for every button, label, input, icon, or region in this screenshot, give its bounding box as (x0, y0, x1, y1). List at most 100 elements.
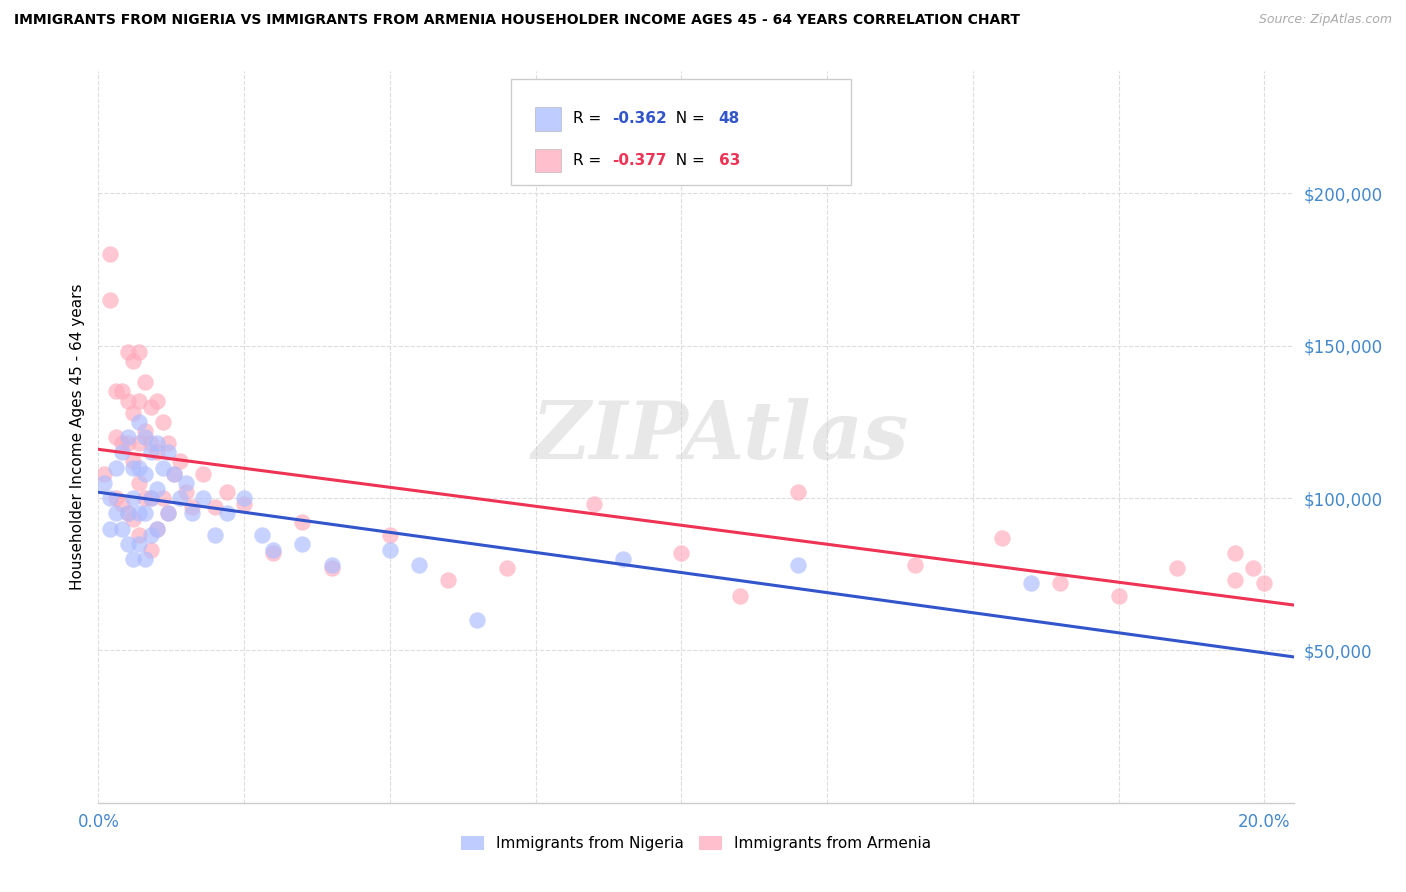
Point (204, 500, 226, 515)
Point (122, 460, 145, 475)
Point (169, 454, 191, 468)
Point (180, 500, 202, 515)
Point (321, 558, 343, 573)
Point (1019, 576, 1042, 591)
Point (104, 460, 127, 475)
Point (122, 406, 145, 420)
Point (98, 293, 121, 307)
Point (787, 485, 810, 500)
Point (582, 497, 605, 511)
Point (128, 460, 150, 475)
Point (122, 512, 145, 526)
Point (1225, 574, 1247, 588)
Point (215, 485, 238, 500)
Point (378, 542, 401, 557)
Point (204, 527, 226, 541)
Point (233, 491, 256, 505)
Point (1241, 561, 1264, 575)
Point (139, 445, 162, 459)
Text: IMMIGRANTS FROM NIGERIA VS IMMIGRANTS FROM ARMENIA HOUSEHOLDER INCOME AGES 45 - : IMMIGRANTS FROM NIGERIA VS IMMIGRANTS FR… (14, 13, 1021, 28)
Point (111, 445, 134, 459)
Point (117, 537, 139, 551)
Point (134, 375, 156, 389)
Point (671, 546, 693, 560)
Y-axis label: Householder Income Ages 45 - 64 years: Householder Income Ages 45 - 64 years (69, 284, 84, 591)
Point (117, 344, 139, 359)
Point (163, 467, 186, 481)
FancyBboxPatch shape (510, 78, 852, 185)
Point (117, 430, 139, 444)
Point (111, 497, 134, 511)
Text: Source: ZipAtlas.com: Source: ZipAtlas.com (1258, 13, 1392, 27)
Point (321, 561, 343, 575)
Point (122, 552, 145, 566)
Point (1049, 576, 1071, 591)
Point (903, 558, 925, 573)
Point (122, 354, 145, 368)
Text: -0.377: -0.377 (613, 153, 666, 168)
Point (157, 506, 180, 520)
Point (262, 542, 284, 557)
Point (128, 506, 150, 520)
Point (134, 491, 156, 505)
Point (467, 613, 489, 627)
Point (145, 393, 167, 408)
Point (145, 521, 167, 535)
Point (174, 485, 197, 500)
Point (193, 467, 215, 481)
Point (98, 247, 121, 261)
Text: N =: N = (666, 112, 710, 127)
Point (128, 527, 150, 541)
FancyBboxPatch shape (534, 149, 561, 172)
Text: N =: N = (666, 153, 710, 168)
Text: 48: 48 (718, 112, 740, 127)
Point (139, 491, 162, 505)
Point (378, 527, 401, 541)
Point (139, 542, 162, 557)
Point (157, 506, 180, 520)
Point (157, 445, 180, 459)
Point (104, 506, 127, 520)
Point (134, 424, 156, 438)
Point (139, 400, 162, 414)
FancyBboxPatch shape (534, 107, 561, 130)
Point (152, 491, 174, 505)
Point (134, 552, 156, 566)
Point (117, 436, 139, 450)
Point (1166, 561, 1188, 575)
Point (145, 482, 167, 496)
Point (98, 491, 121, 505)
Point (111, 436, 134, 450)
Point (122, 454, 145, 468)
Point (157, 436, 180, 450)
Point (122, 491, 145, 505)
Point (728, 589, 751, 603)
Point (233, 497, 256, 511)
Point (93, 467, 115, 481)
Point (1108, 589, 1130, 603)
Point (262, 546, 284, 560)
Point (128, 344, 150, 359)
Point (1225, 546, 1247, 560)
Point (408, 558, 430, 573)
Point (437, 574, 460, 588)
Point (163, 467, 186, 481)
Point (174, 475, 197, 490)
Point (991, 531, 1014, 545)
Point (104, 430, 127, 444)
Point (93, 475, 115, 490)
Point (98, 521, 121, 535)
Point (128, 475, 150, 490)
Point (152, 415, 174, 429)
Point (180, 506, 202, 520)
Point (104, 384, 127, 399)
Point (495, 561, 517, 575)
Point (117, 393, 139, 408)
Point (128, 436, 150, 450)
Point (139, 436, 162, 450)
Point (250, 527, 273, 541)
Point (134, 506, 156, 520)
Point (145, 445, 167, 459)
Point (104, 491, 127, 505)
Point (117, 506, 139, 520)
